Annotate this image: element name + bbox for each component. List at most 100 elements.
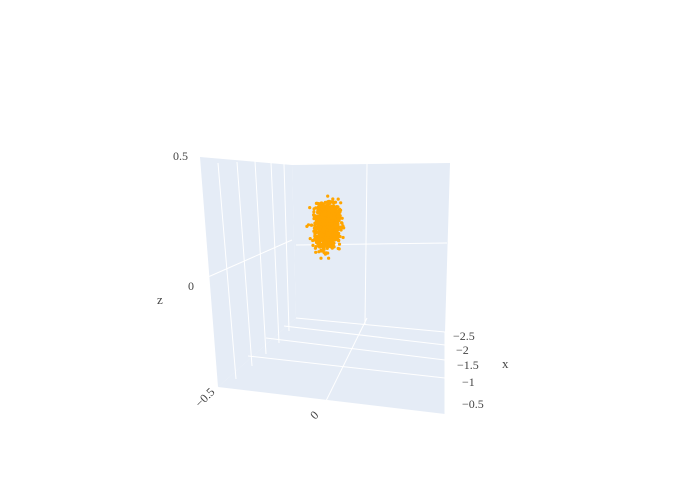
- scatter-point: [334, 206, 338, 210]
- scatter-point: [329, 235, 333, 239]
- scatter-point: [335, 235, 340, 239]
- x-tick-label: −2.5: [453, 329, 475, 343]
- scatter-point: [305, 224, 309, 228]
- scatter-point: [319, 256, 323, 260]
- scatter-point: [319, 232, 323, 236]
- scatter-point: [325, 219, 329, 223]
- scatter-point: [314, 245, 318, 249]
- scatter-point: [337, 212, 341, 217]
- scatter-point: [327, 256, 331, 260]
- scatter-point: [316, 207, 320, 211]
- gridline: [283, 325, 446, 346]
- gridline: [324, 317, 368, 404]
- z-tick-label: 0.5: [173, 149, 188, 163]
- scatter-point: [332, 245, 336, 249]
- scatter-point: [318, 242, 322, 247]
- x-tick-label: −1.5: [457, 358, 479, 372]
- x-axis-title: x: [502, 356, 509, 371]
- x-tick-label: −1: [462, 375, 475, 389]
- scatter-point: [329, 238, 333, 242]
- scatter-point: [323, 216, 327, 220]
- scatter-point: [308, 206, 312, 210]
- scatter-point: [340, 216, 344, 220]
- scatter-point: [308, 237, 312, 241]
- scatter-point: [337, 242, 342, 246]
- gridlines: [207, 160, 448, 414]
- scatter-point: [320, 237, 324, 241]
- scatter-point: [329, 205, 334, 209]
- scatter-point: [325, 205, 329, 209]
- scatter-point: [341, 235, 345, 240]
- scatter-point: [319, 201, 323, 205]
- scatter-point: [314, 228, 318, 232]
- scatter-point: [327, 201, 332, 206]
- scatter-point: [321, 204, 325, 208]
- scatter-point: [312, 238, 316, 242]
- floor-plane: [218, 318, 445, 414]
- scatter-point: [333, 221, 337, 225]
- gridline: [217, 162, 237, 380]
- gridline: [295, 317, 446, 333]
- scatter-point: [331, 210, 335, 215]
- scatter-point: [342, 226, 346, 230]
- scatter-point: [331, 197, 335, 201]
- back-wall-left: [200, 157, 296, 387]
- scatter-point: [325, 246, 329, 250]
- scatter-point: [328, 213, 332, 218]
- scatter-point: [322, 210, 327, 214]
- gridline: [265, 337, 446, 361]
- scatter-point: [330, 219, 334, 223]
- scatter-point: [325, 232, 330, 236]
- scatter-point: [323, 240, 327, 244]
- z-axis-title: z: [157, 292, 163, 307]
- scatter-point: [312, 210, 316, 214]
- scatter-point: [324, 251, 328, 255]
- scatter-point: [314, 216, 318, 221]
- scatter-point: [340, 221, 344, 225]
- scatter-point: [331, 241, 335, 245]
- y-tick-label: −0.5: [192, 385, 217, 410]
- scatter-point: [335, 225, 339, 229]
- scatter-point: [331, 233, 335, 237]
- gridline: [254, 160, 267, 355]
- scatter-point: [311, 243, 315, 247]
- gridline: [236, 161, 253, 367]
- scatter-point: [332, 201, 336, 205]
- gridline: [207, 239, 293, 278]
- scatter-point: [315, 238, 319, 242]
- scatter-point: [313, 224, 317, 228]
- scatter-point: [335, 209, 339, 213]
- scatter-point: [313, 232, 317, 236]
- scatter-point: [314, 214, 318, 218]
- scatter-point: [336, 197, 340, 201]
- scatter-point: [328, 229, 332, 233]
- scatter-point: [330, 222, 334, 226]
- scatter-point: [329, 216, 333, 220]
- scatter-point: [314, 201, 318, 205]
- scatter-point: [337, 218, 341, 223]
- scatter-point: [339, 228, 343, 232]
- z-tick-label: 0: [188, 279, 194, 293]
- scatter-point: [319, 222, 323, 226]
- scatter-point: [320, 214, 325, 218]
- scatter-point: [317, 235, 321, 239]
- scatter-point: [313, 234, 317, 238]
- scatter-point: [337, 247, 341, 251]
- scatter-point: [334, 238, 338, 242]
- scatter-point: [327, 208, 331, 213]
- scatter-point: [322, 245, 326, 249]
- scatter-point: [317, 227, 321, 231]
- scatter-points[interactable]: [305, 194, 346, 260]
- scatter-point: [314, 250, 318, 254]
- scatter-point: [327, 226, 331, 230]
- scatter-point: [321, 228, 325, 232]
- gridline: [270, 161, 280, 344]
- scatter-point: [326, 238, 330, 242]
- gridline: [283, 163, 290, 332]
- scatter-point: [335, 228, 339, 232]
- scatter-point: [330, 226, 334, 230]
- scatter-point: [322, 247, 326, 251]
- x-tick-label: −2: [456, 343, 469, 357]
- scatter-point: [318, 245, 322, 249]
